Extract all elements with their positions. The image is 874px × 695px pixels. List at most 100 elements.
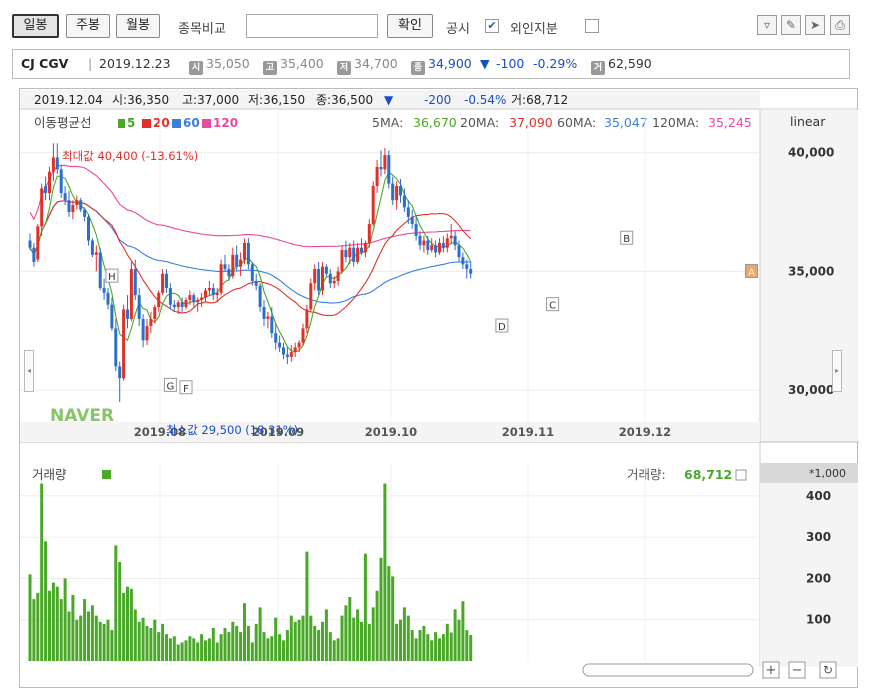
candle-body [254, 280, 258, 286]
volume-bar [219, 634, 223, 661]
volume-unit: *1,000 [809, 467, 846, 480]
scroll-left-handle[interactable]: ◂ [24, 350, 34, 392]
candle-body [71, 204, 75, 213]
minus-icon: − [792, 663, 803, 678]
volume-bar [313, 625, 317, 661]
pen-icon[interactable]: ✎ [781, 15, 801, 35]
ma5-swatch [118, 119, 125, 128]
volume-bar [441, 634, 445, 661]
candle-body [48, 171, 51, 194]
volume-bar [44, 541, 48, 661]
daily-button[interactable]: 일봉 [12, 14, 59, 38]
print-icon[interactable]: ⎙ [830, 15, 850, 35]
date-tick-label: 2019.09 [252, 425, 304, 439]
candle-body [414, 223, 418, 236]
confirm-button[interactable]: 확인 [387, 14, 433, 38]
pointer-icon[interactable]: ➤ [805, 15, 825, 35]
volume-bar [176, 644, 180, 661]
volume-close-icon[interactable] [735, 469, 747, 481]
candle-body [219, 264, 223, 293]
volume-bar [426, 634, 430, 661]
event-marker [495, 318, 509, 333]
stock-name: CJ CGV [21, 56, 69, 71]
volume-bar [317, 630, 321, 661]
candle-body [402, 195, 406, 208]
scale-mode[interactable]: linear [790, 114, 826, 129]
zoom-in-button[interactable] [762, 661, 780, 679]
candle-body [235, 254, 239, 267]
ma20-line [29, 200, 472, 317]
volume-bar [149, 627, 153, 661]
candle-body [223, 264, 227, 270]
price-tick-label: 35,000 [788, 264, 834, 278]
event-marker-label: A [748, 267, 755, 278]
event-marker [179, 380, 193, 395]
candle-body [348, 247, 352, 258]
volume-bar [28, 574, 32, 661]
filter-icon[interactable]: ▿ [757, 15, 777, 35]
volume-bar [223, 627, 227, 661]
volume-bar [243, 603, 246, 661]
monthly-button[interactable]: 월봉 [116, 14, 160, 38]
candle-body [133, 269, 137, 296]
candle-body [313, 269, 317, 284]
candle-body [278, 342, 282, 348]
candle-body [430, 245, 434, 251]
volume-bar [340, 615, 344, 661]
volume-bar [344, 605, 348, 661]
weekly-button[interactable]: 주봉 [66, 14, 110, 38]
separator: | [88, 56, 93, 71]
high-price: 고 35,400 [263, 56, 324, 75]
reset-button[interactable] [819, 661, 837, 679]
compare-input[interactable] [246, 14, 378, 38]
volume-bar [204, 640, 207, 661]
volume-bar [83, 599, 87, 661]
event-marker [163, 377, 177, 392]
volume-tick-label: 200 [806, 571, 831, 585]
candle-body [426, 240, 430, 251]
candle-body [83, 209, 87, 217]
volume-bar [55, 586, 59, 661]
volume-bar [157, 632, 161, 661]
candle-body [367, 223, 371, 243]
candle-body [270, 316, 274, 334]
candle-body [395, 185, 399, 201]
candle-body [102, 288, 106, 293]
candle-body [239, 259, 243, 267]
volume-bar [110, 630, 114, 661]
candle-body [28, 240, 32, 248]
min-annotation: 최소값 29,500 (18.31%) [166, 423, 298, 437]
volume-bar [215, 642, 219, 661]
foreign-share-checkbox[interactable] [585, 19, 599, 33]
candle-body [375, 166, 379, 186]
volume-bar [200, 634, 204, 661]
open-price: 시 35,050 [189, 56, 250, 75]
zoom-out-button[interactable] [788, 661, 806, 679]
volume-bar [348, 597, 352, 661]
volume-bar [356, 609, 360, 661]
candle-body [94, 252, 98, 255]
candle-body [55, 157, 59, 170]
event-marker-label: D [498, 322, 506, 333]
candle-body [59, 169, 63, 194]
low-price: 저 34,700 [337, 56, 398, 75]
event-marker-label: G [167, 381, 175, 392]
ma120-value: 35,245 [708, 115, 752, 130]
volume-bar [387, 566, 391, 661]
cursor-close: 종:36,500 [316, 93, 373, 107]
volume-bar [301, 615, 305, 661]
candle-body [79, 200, 83, 210]
volume-bar [410, 630, 414, 661]
volume-bar [254, 623, 258, 661]
volume-bar [434, 632, 438, 661]
scroll-thumb[interactable] [582, 663, 754, 677]
candle-body [418, 235, 422, 246]
scroll-right-handle[interactable]: ▸ [832, 350, 842, 392]
disclosure-checkbox[interactable]: ✔ [485, 19, 499, 33]
ma120-line [29, 164, 471, 248]
disclosure-label: 공시 [446, 22, 470, 37]
candle-body [227, 269, 231, 277]
candle-body [324, 266, 328, 274]
candle-body [63, 193, 67, 201]
candle-body [309, 283, 313, 310]
